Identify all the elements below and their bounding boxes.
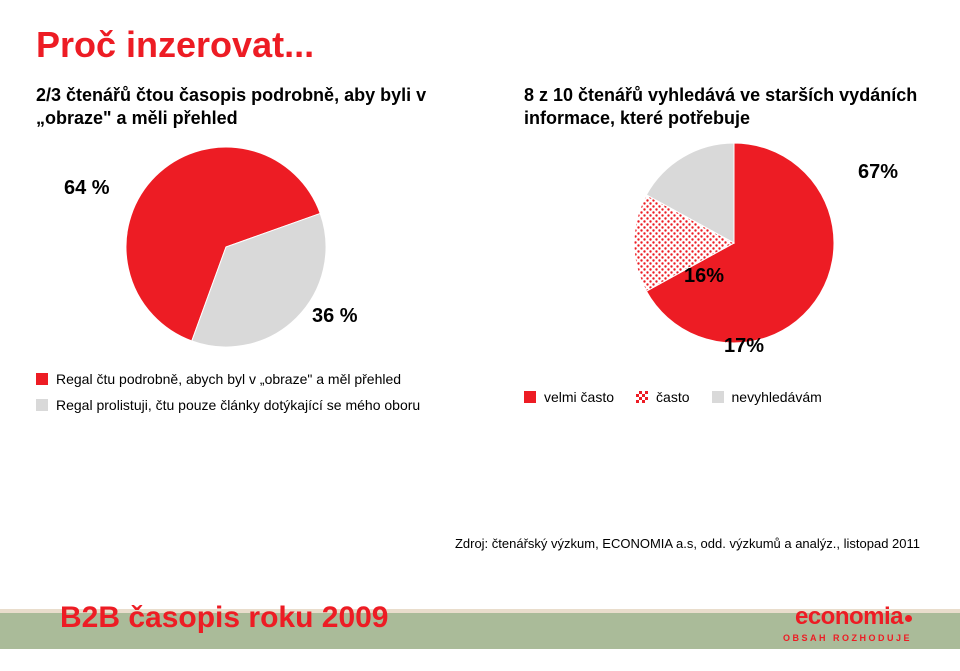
brand-logo: economia OBSAH ROZHODUJE bbox=[783, 603, 912, 643]
legend-swatch bbox=[712, 391, 724, 403]
legend-text: nevyhledávám bbox=[732, 389, 822, 405]
legend-text: Regal čtu podrobně, abych byl v „obraze"… bbox=[56, 371, 401, 387]
legend-swatch bbox=[36, 373, 48, 385]
footer-title: B2B časopis roku 2009 bbox=[60, 601, 389, 635]
footer: B2B časopis roku 2009 economia OBSAH ROZ… bbox=[0, 579, 960, 671]
brand-name: economia bbox=[783, 603, 912, 631]
right-legend-item-1: často bbox=[636, 389, 689, 405]
left-legend-item-1: Regal prolistuji, čtu pouze články dotýk… bbox=[36, 397, 436, 413]
legend-text: často bbox=[656, 389, 689, 405]
brand-text: economia bbox=[795, 603, 903, 630]
right-slice-label-1: 16% bbox=[684, 265, 724, 288]
brand-dot-icon bbox=[905, 615, 912, 622]
legend-text: Regal prolistuji, čtu pouze články dotýk… bbox=[56, 397, 420, 413]
brand-tagline: OBSAH ROZHODUJE bbox=[783, 633, 912, 643]
slide: Proč inzerovat... 2/3 čtenářů čtou časop… bbox=[0, 0, 960, 671]
right-legend-item-2: nevyhledávám bbox=[712, 389, 822, 405]
right-slice-label-2: 17% bbox=[724, 335, 764, 358]
legend-swatch bbox=[636, 391, 648, 403]
left-column: 2/3 čtenářů čtou časopis podrobně, aby b… bbox=[36, 84, 436, 413]
right-column: 8 z 10 čtenářů vyhledává ve starších vyd… bbox=[524, 84, 924, 413]
right-slice-label-0: 67% bbox=[858, 161, 898, 184]
right-legend: velmi často často nevyhledávám bbox=[524, 379, 924, 405]
source-line: Zdroj: čtenářský výzkum, ECONOMIA a.s, o… bbox=[455, 536, 920, 551]
right-legend-item-0: velmi často bbox=[524, 389, 614, 405]
right-subtitle: 8 z 10 čtenářů vyhledává ve starších vyd… bbox=[524, 84, 924, 131]
left-pie-chart: 64 % 36 % bbox=[56, 139, 416, 359]
right-pie-chart: 67% 16% 17% bbox=[544, 139, 904, 359]
right-pie-svg bbox=[544, 139, 904, 359]
left-legend-item-0: Regal čtu podrobně, abych byl v „obraze"… bbox=[36, 371, 436, 387]
left-legend: Regal čtu podrobně, abych byl v „obraze"… bbox=[36, 371, 436, 413]
charts-row: 2/3 čtenářů čtou časopis podrobně, aby b… bbox=[36, 84, 924, 413]
left-slice-label-0: 64 % bbox=[64, 177, 110, 200]
left-slice-label-1: 36 % bbox=[312, 305, 358, 328]
legend-swatch bbox=[524, 391, 536, 403]
page-title: Proč inzerovat... bbox=[36, 24, 924, 66]
left-subtitle: 2/3 čtenářů čtou časopis podrobně, aby b… bbox=[36, 84, 436, 131]
legend-text: velmi často bbox=[544, 389, 614, 405]
legend-swatch bbox=[36, 399, 48, 411]
left-pie-svg bbox=[56, 139, 416, 359]
